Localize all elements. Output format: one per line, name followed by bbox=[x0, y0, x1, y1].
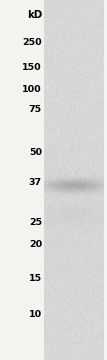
Bar bbox=[44, 0, 104, 360]
Text: 250: 250 bbox=[22, 38, 42, 47]
Text: kD: kD bbox=[27, 10, 42, 20]
Text: 20: 20 bbox=[29, 240, 42, 249]
Text: 15: 15 bbox=[29, 274, 42, 283]
Text: 50: 50 bbox=[29, 148, 42, 157]
Text: 100: 100 bbox=[22, 85, 42, 94]
Text: 75: 75 bbox=[29, 105, 42, 114]
Text: 150: 150 bbox=[22, 63, 42, 72]
Text: 25: 25 bbox=[29, 218, 42, 227]
Text: 37: 37 bbox=[29, 178, 42, 187]
Text: 10: 10 bbox=[29, 310, 42, 319]
